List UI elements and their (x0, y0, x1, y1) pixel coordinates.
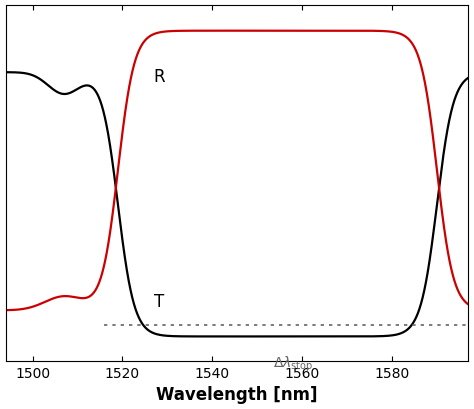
Text: R: R (154, 68, 165, 86)
Text: $\Delta\lambda_{\mathrm{stop}}$: $\Delta\lambda_{\mathrm{stop}}$ (273, 353, 313, 373)
Text: T: T (154, 292, 164, 310)
X-axis label: Wavelength [nm]: Wavelength [nm] (156, 386, 318, 403)
